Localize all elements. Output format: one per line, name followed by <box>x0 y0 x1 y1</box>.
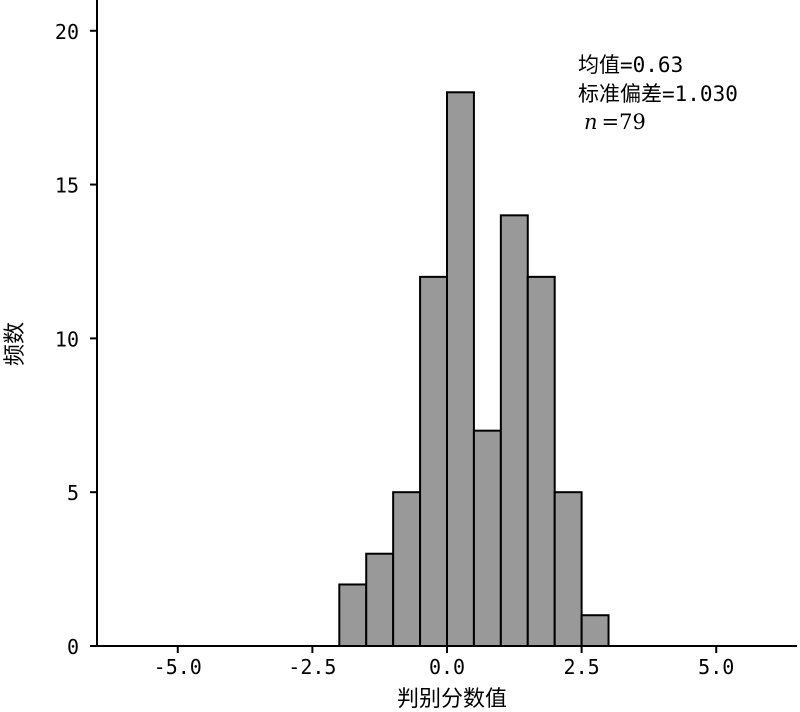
sample-size-label: n =79 <box>584 110 646 134</box>
x-axis-title: 判别分数值 <box>397 687 507 712</box>
histogram-bar <box>446 91 475 648</box>
x-tick-label: 2.5 <box>564 655 600 679</box>
y-tick-label: 5 <box>67 481 79 505</box>
stats-annotation: 均值=0.63 标准偏差=1.030 n =79 <box>578 53 738 134</box>
x-ticks-group: -5.0 -2.5 0.0 2.5 5.0 <box>154 646 734 679</box>
n-value: =79 <box>602 110 646 134</box>
mean-label: 均值=0.63 <box>578 53 683 77</box>
x-tick-label: 0.0 <box>429 655 465 679</box>
histogram-bar <box>338 583 368 648</box>
histogram-bar <box>499 214 529 647</box>
histogram-bar <box>553 491 583 648</box>
histogram-bar <box>365 552 395 648</box>
y-ticks-group: 0 5 10 15 20 <box>55 20 97 659</box>
histogram-bar <box>419 275 449 647</box>
y-axis-title: 频数 <box>3 322 28 366</box>
y-tick-label: 20 <box>55 20 79 44</box>
x-tick-label: 5.0 <box>698 655 734 679</box>
histogram-bar <box>472 429 502 647</box>
y-tick-label: 0 <box>67 635 79 659</box>
histogram-bar <box>526 275 556 647</box>
histogram-bar <box>392 491 422 648</box>
n-symbol: n <box>584 110 598 134</box>
bars-group <box>338 91 610 648</box>
x-tick-label: -5.0 <box>154 655 202 679</box>
histogram-bar <box>580 614 610 648</box>
x-tick-label: -2.5 <box>288 655 336 679</box>
y-tick-label: 10 <box>55 327 79 351</box>
y-tick-label: 15 <box>55 174 79 198</box>
std-dev-label: 标准偏差=1.030 <box>578 82 738 106</box>
